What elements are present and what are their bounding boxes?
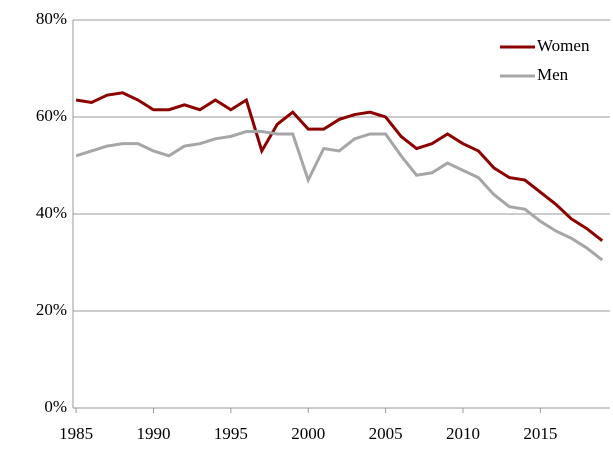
y-tick-label: 20% <box>36 300 67 319</box>
y-tick-label: 40% <box>36 203 67 222</box>
x-tick-label: 1990 <box>136 424 170 443</box>
x-tick-label: 2005 <box>369 424 403 443</box>
x-tick-label: 2010 <box>446 424 480 443</box>
line-series <box>75 130 604 262</box>
y-tick-label: 80% <box>36 9 67 28</box>
x-tick-label: 1985 <box>59 424 93 443</box>
legend-label: Men <box>537 65 569 84</box>
x-tick-label: 2015 <box>523 424 557 443</box>
line-series <box>75 91 604 242</box>
x-tick-label: 1995 <box>214 424 248 443</box>
legend-label: Women <box>537 36 590 55</box>
y-tick-label: 0% <box>44 397 67 416</box>
x-tick-label: 2000 <box>291 424 325 443</box>
y-tick-label: 60% <box>36 106 67 125</box>
